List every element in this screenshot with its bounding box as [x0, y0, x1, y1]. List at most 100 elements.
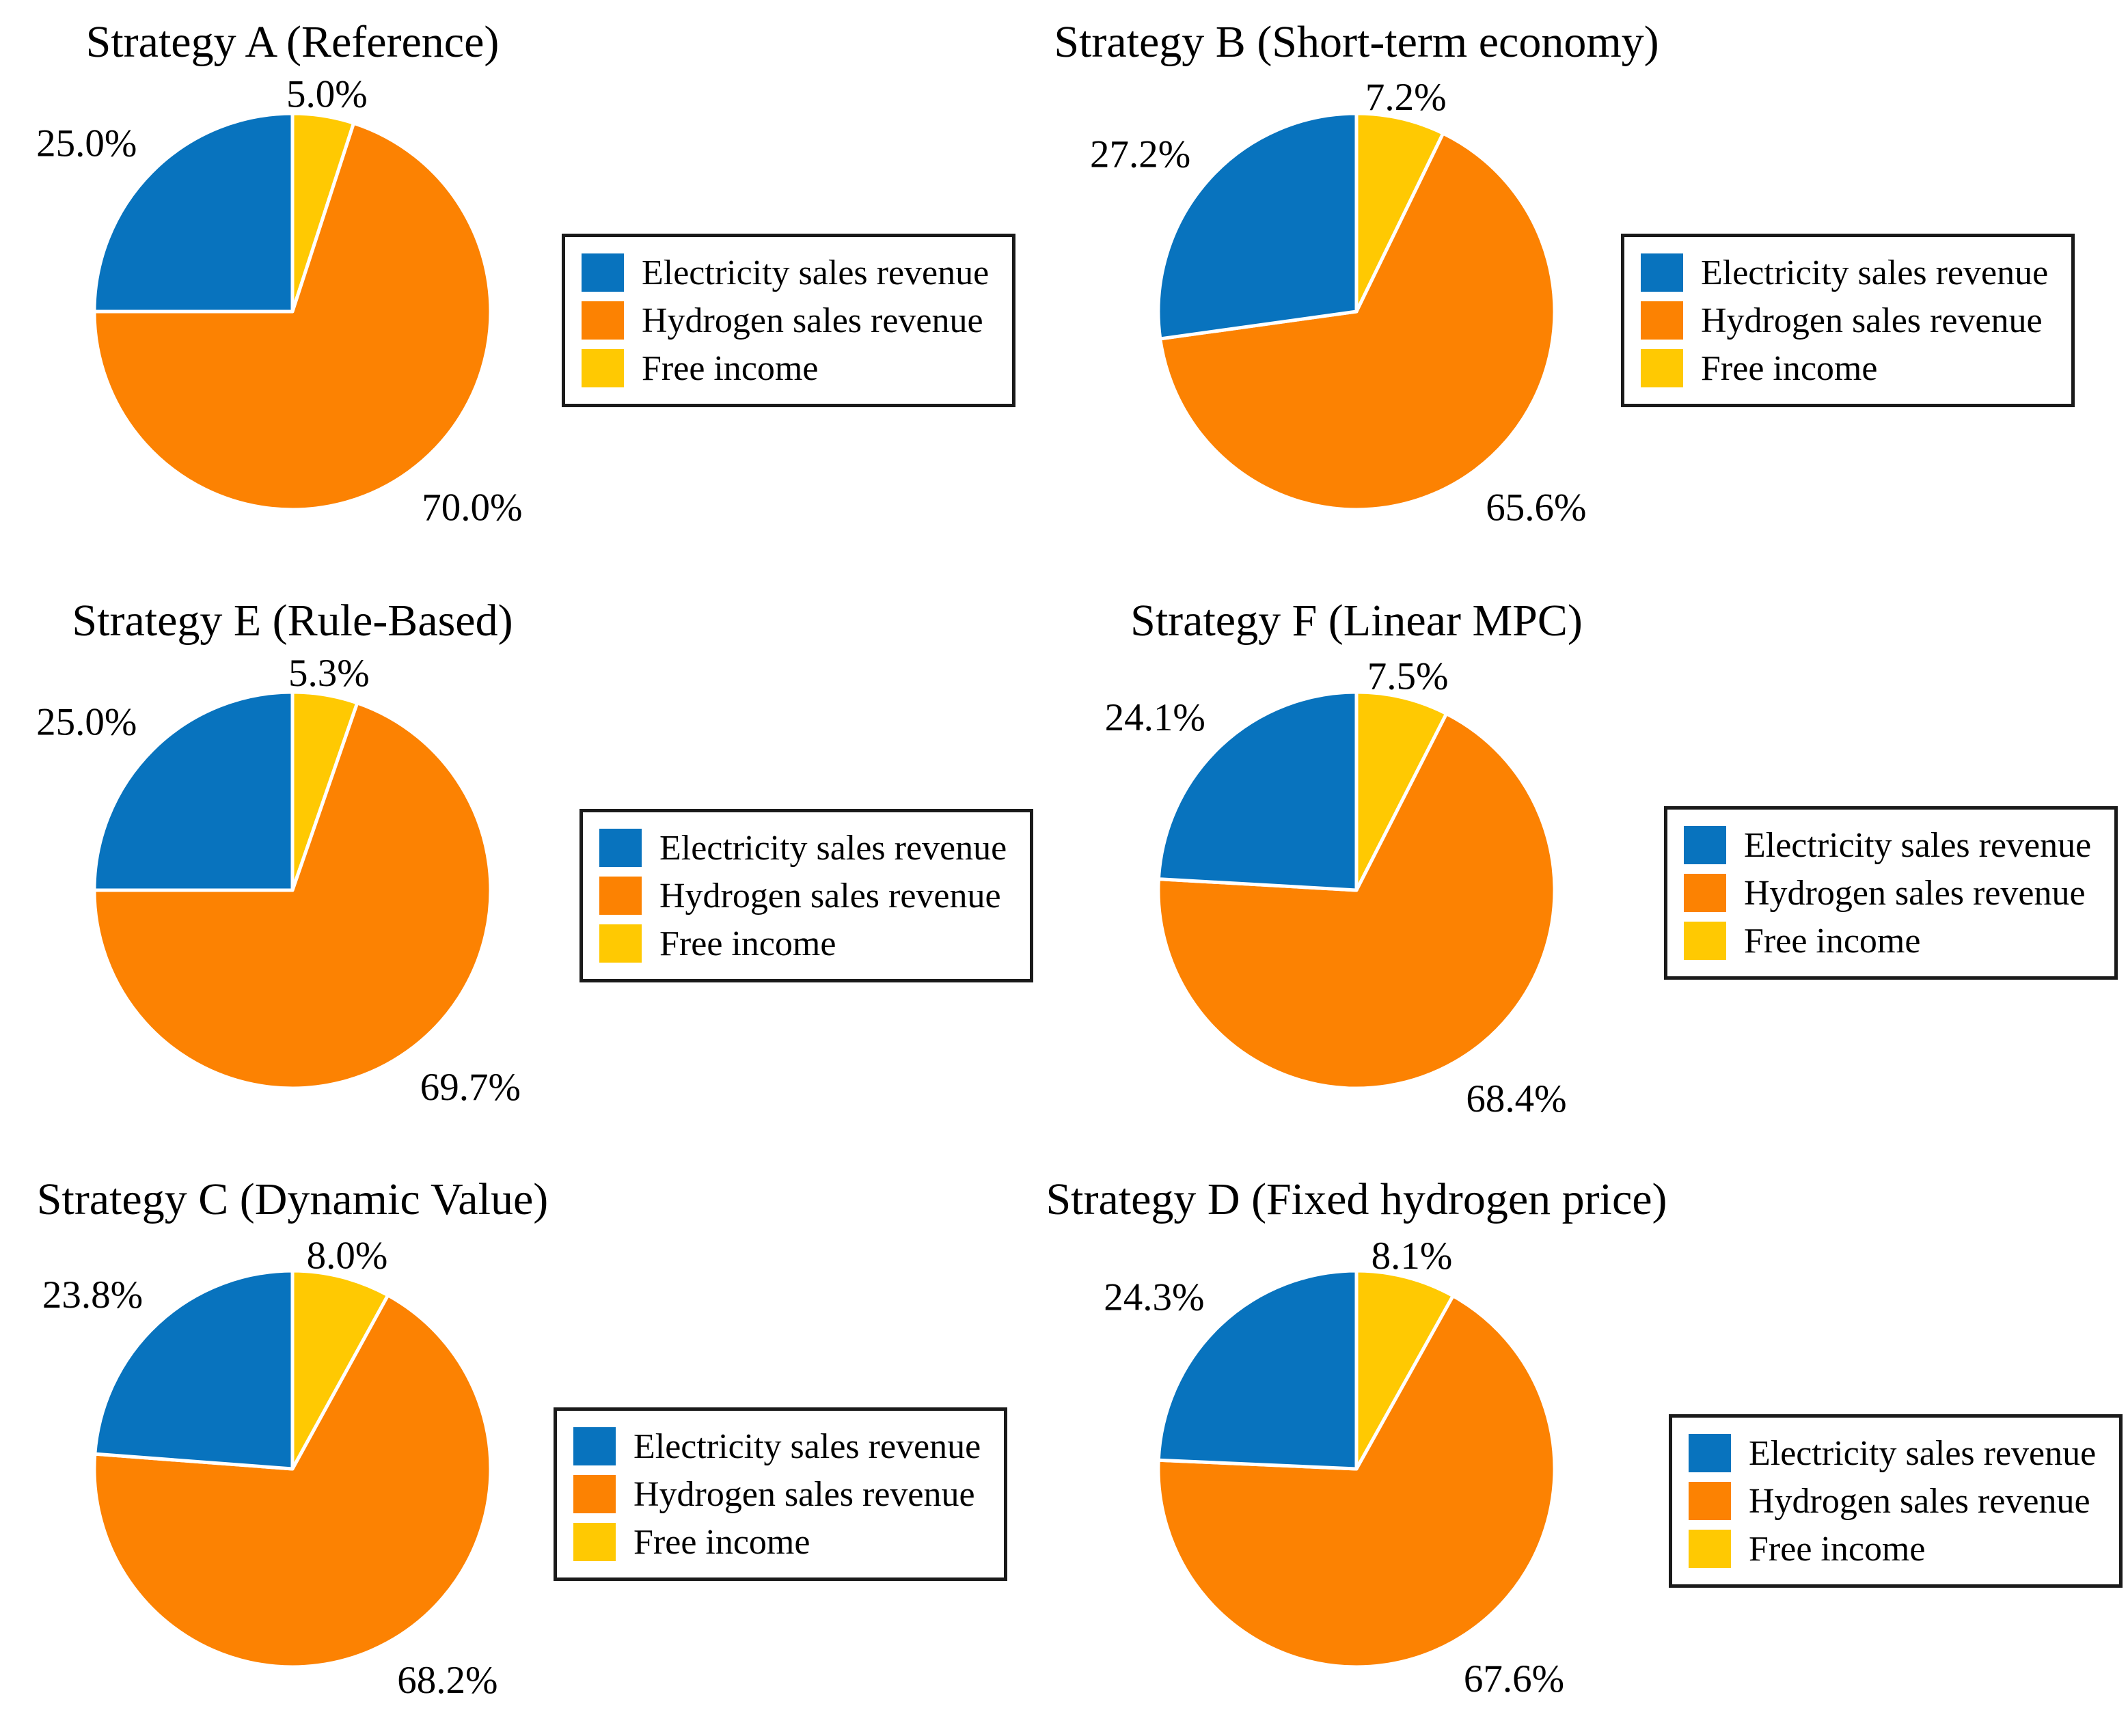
pie-chart: 5.0% 70.0% 25.0%: [36, 73, 522, 529]
legend-item: Electricity sales revenue: [573, 1424, 981, 1468]
legend-swatch-electricity-sales-revenue: [1641, 253, 1683, 292]
legend-label: Hydrogen sales revenue: [642, 301, 983, 340]
legend-label: Free income: [633, 1522, 810, 1562]
chart-title: Strategy E (Rule-Based): [72, 596, 513, 646]
slice-label-electricity-sales-revenue: 25.0%: [36, 122, 137, 165]
legend-item: Electricity sales revenue: [1641, 251, 2048, 294]
pie-slice-electricity-sales-revenue: [92, 690, 295, 892]
legend-swatch-free-income: [599, 924, 642, 963]
legend-item: Free income: [582, 346, 989, 390]
legend-item: Electricity sales revenue: [582, 251, 989, 294]
legend-box: Electricity sales revenue Hydrogen sales …: [554, 1407, 1008, 1581]
slice-label-electricity-sales-revenue: 27.2%: [1090, 133, 1190, 176]
pie-slice-hydrogen-sales-revenue: [1156, 712, 1557, 1090]
slice-label-free-income: 5.0%: [286, 73, 368, 116]
legend-label: Electricity sales revenue: [1744, 825, 2092, 865]
legend-swatch-free-income: [1684, 922, 1726, 960]
legend-item: Electricity sales revenue: [1684, 823, 2091, 867]
slice-label-electricity-sales-revenue: 25.0%: [36, 700, 137, 743]
slice-label-hydrogen-sales-revenue: 67.6%: [1464, 1657, 1564, 1700]
legend-swatch-hydrogen-sales-revenue: [1689, 1482, 1731, 1520]
slice-label-hydrogen-sales-revenue: 68.2%: [397, 1659, 497, 1702]
chart-title: Strategy A (Reference): [85, 17, 500, 67]
chart-panel-5: Strategy C (Dynamic Value) 8.0% 68.2% 23.8%…: [0, 1157, 1064, 1735]
chart-title: Strategy C (Dynamic Value): [36, 1174, 549, 1224]
legend-label: Hydrogen sales revenue: [1701, 301, 2043, 340]
chart-title: Strategy D (Fixed hydrogen price): [1046, 1174, 1667, 1224]
legend-label: Free income: [1749, 1529, 1926, 1569]
legend-item: Hydrogen sales revenue: [1689, 1479, 2096, 1523]
legend-swatch-hydrogen-sales-revenue: [599, 877, 642, 915]
legend-label: Electricity sales revenue: [642, 253, 990, 292]
legend-label: Free income: [1744, 921, 1921, 961]
slice-label-free-income: 7.2%: [1365, 76, 1447, 119]
legend-swatch-hydrogen-sales-revenue: [582, 301, 624, 340]
slice-label-free-income: 8.1%: [1372, 1235, 1453, 1278]
slice-label-free-income: 7.5%: [1367, 655, 1449, 698]
pie-slice-electricity-sales-revenue: [1156, 690, 1359, 892]
legend-item: Free income: [1689, 1527, 2096, 1571]
pie-slice-hydrogen-sales-revenue: [92, 1293, 493, 1669]
chart-panel-6: Strategy D (Fixed hydrogen price) 8.1% 67.…: [1046, 1157, 2128, 1735]
legend-label: Electricity sales revenue: [1749, 1433, 2097, 1473]
pie-chart: 8.1% 67.6% 24.3%: [1104, 1235, 1564, 1700]
legend-swatch-free-income: [573, 1523, 616, 1561]
slice-label-free-income: 5.3%: [288, 652, 370, 695]
pie-slice-electricity-sales-revenue: [1156, 111, 1359, 341]
pie-slice-hydrogen-sales-revenue: [1156, 1294, 1557, 1669]
pie-slice-free-income: [1354, 111, 1445, 314]
chart-panel-1: Strategy A (Reference) 5.0% 70.0% 25.0% Elec…: [0, 0, 1064, 579]
pie-slice-free-income: [1354, 1269, 1455, 1471]
pie-slice-electricity-sales-revenue: [92, 111, 295, 314]
slice-label-hydrogen-sales-revenue: 68.4%: [1466, 1077, 1566, 1120]
legend-item: Electricity sales revenue: [1689, 1431, 2096, 1475]
legend-label: Hydrogen sales revenue: [633, 1474, 975, 1514]
legend-swatch-free-income: [1641, 349, 1683, 387]
pie-chart: 5.3% 69.7% 25.0%: [36, 652, 521, 1109]
legend-box: Electricity sales revenue Hydrogen sales …: [562, 234, 1016, 407]
slice-label-hydrogen-sales-revenue: 65.6%: [1486, 486, 1586, 529]
legend-box: Electricity sales revenue Hydrogen sales …: [1669, 1414, 2123, 1588]
legend-label: Hydrogen sales revenue: [659, 876, 1001, 915]
legend-item: Hydrogen sales revenue: [1684, 871, 2091, 915]
legend-label: Free income: [1701, 348, 1878, 388]
legend-swatch-hydrogen-sales-revenue: [573, 1475, 616, 1513]
pie-slice-hydrogen-sales-revenue: [92, 701, 493, 1090]
pie-chart: 7.5% 68.4% 24.1%: [1105, 655, 1567, 1120]
legend-item: Free income: [1684, 919, 2091, 963]
legend-item: Electricity sales revenue: [599, 826, 1007, 870]
slice-label-hydrogen-sales-revenue: 69.7%: [420, 1066, 521, 1109]
legend-box: Electricity sales revenue Hydrogen sales …: [1621, 234, 2075, 407]
slice-label-electricity-sales-revenue: 24.1%: [1105, 696, 1205, 739]
slice-label-electricity-sales-revenue: 24.3%: [1104, 1276, 1204, 1319]
pie-slice-free-income: [1354, 690, 1449, 892]
chart-panel-4: Strategy F (Linear MPC) 7.5% 68.4% 24.1% Ele…: [1064, 579, 2128, 1157]
legend-label: Electricity sales revenue: [633, 1427, 981, 1466]
legend-item: Free income: [599, 922, 1007, 965]
legend-swatch-free-income: [582, 349, 624, 387]
chart-title: Strategy F (Linear MPC): [1130, 596, 1583, 646]
legend-swatch-electricity-sales-revenue: [599, 829, 642, 867]
legend-item: Hydrogen sales revenue: [1641, 299, 2048, 342]
legend-swatch-electricity-sales-revenue: [582, 253, 624, 292]
legend-label: Electricity sales revenue: [659, 828, 1007, 868]
slice-label-hydrogen-sales-revenue: 70.0%: [422, 486, 522, 529]
legend-label: Free income: [642, 348, 819, 388]
legend-swatch-electricity-sales-revenue: [573, 1427, 616, 1465]
pie-slice-hydrogen-sales-revenue: [1158, 131, 1557, 512]
legend-label: Hydrogen sales revenue: [1744, 873, 2086, 913]
legend-swatch-hydrogen-sales-revenue: [1684, 874, 1726, 912]
legend-swatch-free-income: [1689, 1530, 1731, 1568]
legend-label: Free income: [659, 924, 836, 963]
legend-box: Electricity sales revenue Hydrogen sales …: [579, 809, 1034, 982]
legend-swatch-electricity-sales-revenue: [1689, 1434, 1731, 1472]
chart-panel-3: Strategy E (Rule-Based) 5.3% 69.7% 25.0% Ele…: [0, 579, 1064, 1157]
chart-panel-2: Strategy B (Short-term economy) 7.2% 65.6%…: [1054, 0, 2128, 579]
legend-item: Hydrogen sales revenue: [573, 1472, 981, 1516]
legend-swatch-hydrogen-sales-revenue: [1641, 301, 1683, 340]
pie-slice-free-income: [290, 1269, 390, 1471]
legend-item: Free income: [1641, 346, 2048, 390]
pie-chart: 8.0% 68.2% 23.8%: [42, 1235, 498, 1702]
legend-box: Electricity sales revenue Hydrogen sales …: [1664, 806, 2118, 980]
